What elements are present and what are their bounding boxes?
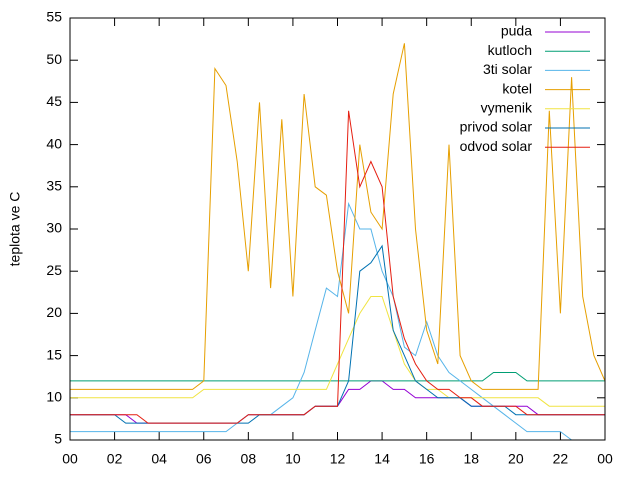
plot-frame (69, 17, 606, 441)
legend-label: puda (501, 23, 532, 39)
y-tick-label: 45 (46, 93, 62, 109)
legend-label: odvod solar (460, 138, 533, 154)
y-tick-label: 40 (46, 135, 62, 151)
x-tick-label: 10 (285, 451, 301, 467)
x-tick-label: 18 (463, 451, 479, 467)
y-tick-label: 15 (46, 346, 62, 362)
y-tick-label: 20 (46, 304, 62, 320)
x-tick-label: 00 (597, 451, 613, 467)
legend-label: kutloch (488, 42, 532, 58)
x-tick-label: 14 (374, 451, 390, 467)
series-line (70, 43, 606, 390)
x-tick-label: 02 (107, 451, 123, 467)
y-tick-label: 25 (46, 262, 62, 278)
x-tick-label: 12 (330, 451, 346, 467)
legend-label: vymenik (481, 100, 533, 116)
series-line (70, 372, 605, 382)
y-tick-label: 55 (46, 9, 62, 25)
x-tick-label: 16 (419, 451, 435, 467)
legend-label: kotel (502, 80, 532, 96)
x-tick-label: 00 (62, 451, 78, 467)
series-line (70, 296, 605, 407)
x-tick-label: 20 (508, 451, 524, 467)
y-tick-label: 10 (46, 389, 62, 405)
x-tick-label: 04 (151, 451, 167, 467)
series-line (70, 201, 572, 441)
x-tick-label: 06 (196, 451, 212, 467)
y-tick-label: 35 (46, 178, 62, 194)
series-line (70, 110, 605, 424)
y-axis-label: teplota ve C (7, 192, 23, 267)
x-tick-label: 22 (553, 451, 569, 467)
y-tick-label: 30 (46, 220, 62, 236)
y-tick-label: 50 (46, 51, 62, 67)
x-tick-label: 08 (241, 451, 257, 467)
y-tick-label: 5 (54, 431, 62, 447)
legend-label: 3ti solar (483, 61, 532, 77)
legend-label: privod solar (460, 119, 533, 135)
